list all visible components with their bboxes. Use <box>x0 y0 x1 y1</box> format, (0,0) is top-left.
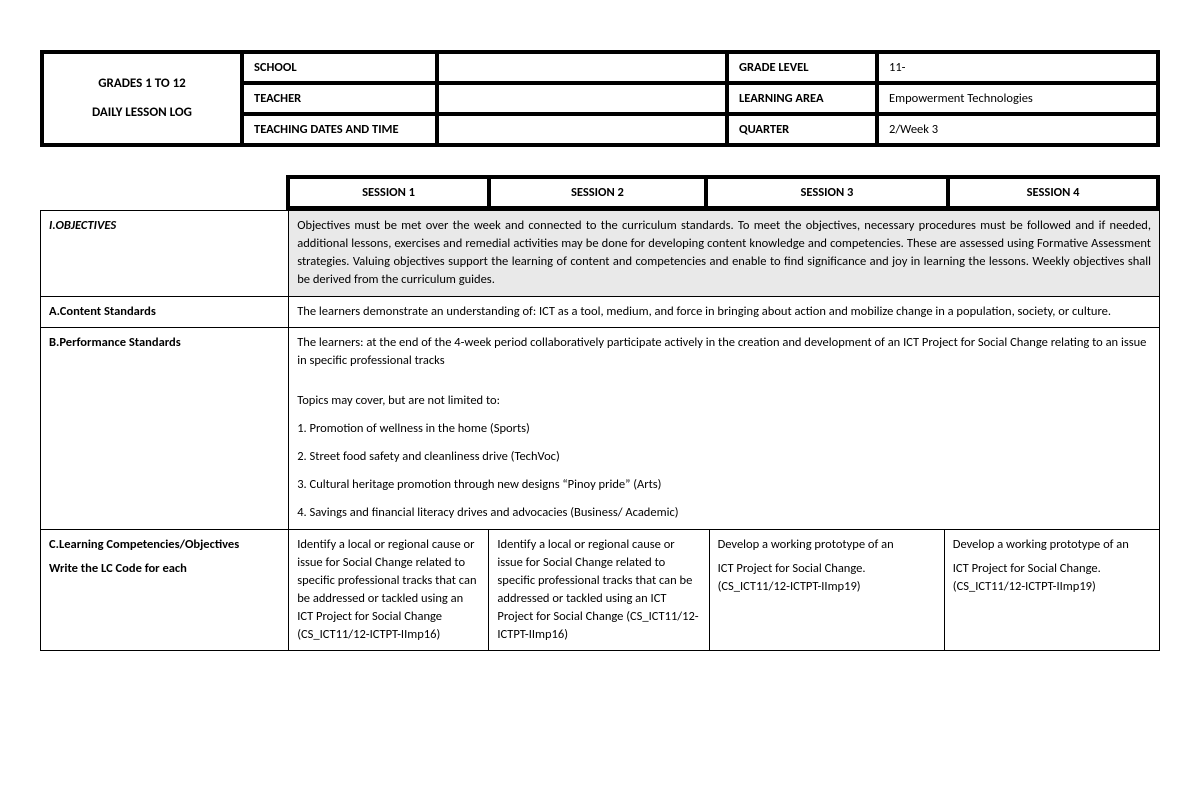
hdr-value-teacher <box>437 83 727 114</box>
performance-standards-label: B.Performance Standards <box>41 327 289 529</box>
competencies-label: C.Learning Competencies/Objectives Write… <box>41 529 289 651</box>
objectives-note: Objectives must be met over the week and… <box>289 211 1160 297</box>
competency-session-3: Develop a working prototype of an ICT Pr… <box>709 529 944 651</box>
hdr-value-dates <box>437 114 727 145</box>
competencies-label-main: C.Learning Competencies/Objectives <box>49 537 239 552</box>
header-left-line2: DAILY LESSON LOG <box>92 105 192 120</box>
session-spacer <box>40 177 288 208</box>
hdr-value-grade: 11- <box>877 52 1158 83</box>
header-left-title: GRADES 1 TO 12 DAILY LESSON LOG <box>42 52 242 145</box>
perf-topic-2: 2. Street food safety and cleanliness dr… <box>297 448 1151 466</box>
hdr-value-quarter: 2/Week 3 <box>877 114 1158 145</box>
main-grid: I.OBJECTIVES Objectives must be met over… <box>40 210 1160 651</box>
perf-topic-4: 4. Savings and financial literacy drives… <box>297 504 1151 522</box>
hdr-label-dates: TEACHING DATES AND TIME <box>242 114 437 145</box>
hdr-label-grade: GRADE LEVEL <box>727 52 877 83</box>
session-2-header: SESSION 2 <box>489 179 706 206</box>
perf-topic-3: 3. Cultural heritage promotion through n… <box>297 476 1151 494</box>
competency-session-4: Develop a working prototype of an ICT Pr… <box>944 529 1159 651</box>
hdr-value-school <box>437 52 727 83</box>
performance-standards-cell: The learners: at the end of the 4-week p… <box>289 327 1160 529</box>
competency-session-1: Identify a local or regional cause or is… <box>289 529 489 651</box>
objectives-title: I.OBJECTIVES <box>41 211 289 297</box>
session-4-header: SESSION 4 <box>948 179 1156 206</box>
perf-topic-1: 1. Promotion of wellness in the home (Sp… <box>297 420 1151 438</box>
comp-s3-line2: ICT Project for Social Change. (CS_ICT11… <box>718 560 936 596</box>
hdr-label-quarter: QUARTER <box>727 114 877 145</box>
session-1-header: SESSION 1 <box>290 179 489 206</box>
comp-s3-line1: Develop a working prototype of an <box>718 536 936 554</box>
session-header-row: SESSION 1 SESSION 2 SESSION 3 SESSION 4 <box>40 175 1160 210</box>
hdr-value-area: Empowerment Technologies <box>877 83 1158 114</box>
perf-topics-lead: Topics may cover, but are not limited to… <box>297 392 1151 410</box>
header-left-line1: GRADES 1 TO 12 <box>98 76 186 91</box>
perf-intro: The learners: at the end of the 4-week p… <box>297 334 1151 370</box>
session-wrap: SESSION 1 SESSION 2 SESSION 3 SESSION 4 <box>288 177 1158 208</box>
comp-s4-line1: Develop a working prototype of an <box>953 536 1151 554</box>
hdr-label-school: SCHOOL <box>242 52 437 83</box>
comp-s4-line2: ICT Project for Social Change. (CS_ICT11… <box>953 560 1151 596</box>
hdr-label-area: LEARNING AREA <box>727 83 877 114</box>
competencies-label-sub: Write the LC Code for each <box>49 560 280 578</box>
hdr-label-teacher: TEACHER <box>242 83 437 114</box>
session-3-header: SESSION 3 <box>706 179 948 206</box>
content-standards-text: The learners demonstrate an understandin… <box>289 296 1160 327</box>
competency-session-2: Identify a local or regional cause or is… <box>489 529 709 651</box>
header-table: GRADES 1 TO 12 DAILY LESSON LOG SCHOOL G… <box>40 50 1160 147</box>
content-standards-label: A.Content Standards <box>41 296 289 327</box>
